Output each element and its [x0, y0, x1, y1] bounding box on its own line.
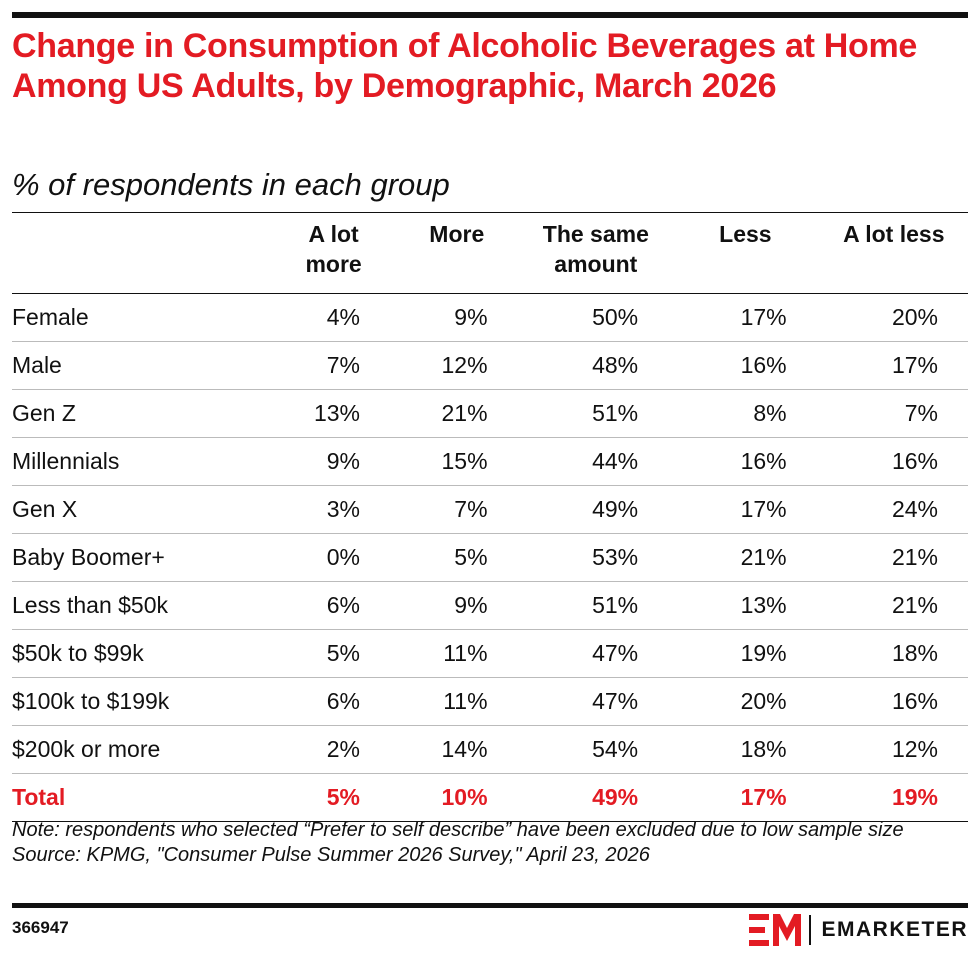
table-cell-value: 12%	[393, 341, 521, 390]
table-row: Gen X 3% 7% 49% 17% 24%	[12, 485, 968, 534]
table-cell-value: 2%	[274, 725, 393, 774]
table-cell-value: 21%	[671, 533, 820, 582]
table-cell-value: 5%	[393, 533, 521, 582]
table-cell-value: 5%	[274, 629, 393, 678]
row-label: Baby Boomer+	[12, 533, 275, 582]
table-cell-value: 6%	[274, 677, 393, 726]
brand-separator	[809, 915, 812, 945]
table-row: Male 7% 12% 48% 16% 17%	[12, 341, 968, 390]
table-cell-value: 7%	[819, 389, 968, 438]
table-cell-value: 12%	[819, 725, 968, 774]
column-header-the-same-amount: The same amount	[520, 212, 672, 294]
data-table-container: A lot more More The same amount Less A l…	[12, 212, 968, 822]
table-cell-value: 8%	[671, 389, 820, 438]
row-label: $100k to $199k	[12, 677, 275, 726]
chart-title: Change in Consumption of Alcoholic Bever…	[12, 27, 918, 105]
top-rule	[12, 12, 968, 18]
table-cell-value: 19%	[819, 773, 968, 822]
column-header-less: Less	[671, 212, 820, 294]
table-cell-value: 16%	[819, 677, 968, 726]
table-row: $50k to $99k 5% 11% 47% 19% 18%	[12, 629, 968, 678]
table-cell-value: 17%	[671, 293, 820, 342]
footnotes: Note: respondents who selected “Prefer t…	[12, 818, 962, 868]
row-label: Male	[12, 341, 275, 390]
table-cell-value: 16%	[671, 437, 820, 486]
table-cell-value: 48%	[520, 341, 672, 390]
table-cell-value: 13%	[671, 581, 820, 630]
row-label: Gen X	[12, 485, 275, 534]
table-cell-value: 16%	[819, 437, 968, 486]
table-cell-value: 19%	[671, 629, 820, 678]
source-text: Source: KPMG, "Consumer Pulse Summer 202…	[12, 844, 650, 866]
table-cell-value: 49%	[520, 773, 672, 822]
table-cell-value: 9%	[393, 581, 521, 630]
table-cell-value: 47%	[520, 629, 672, 678]
table-cell-value: 3%	[274, 485, 393, 534]
table-cell-value: 17%	[671, 485, 820, 534]
table-cell-value: 18%	[671, 725, 820, 774]
row-label: $200k or more	[12, 725, 275, 774]
table-cell-value: 21%	[819, 581, 968, 630]
table-cell-value: 17%	[671, 773, 820, 822]
table-cell-value: 21%	[393, 389, 521, 438]
note-text: Note: respondents who selected “Prefer t…	[12, 819, 904, 841]
table-cell-value: 44%	[520, 437, 672, 486]
table-row: Gen Z 13% 21% 51% 8% 7%	[12, 389, 968, 438]
table-cell-value: 21%	[819, 533, 968, 582]
table-cell-value: 7%	[274, 341, 393, 390]
table-cell-value: 16%	[671, 341, 820, 390]
row-label: Less than $50k	[12, 581, 275, 630]
table-cell-value: 54%	[520, 725, 672, 774]
row-label: $50k to $99k	[12, 629, 275, 678]
table-cell-value: 9%	[274, 437, 393, 486]
table-row: $100k to $199k 6% 11% 47% 20% 16%	[12, 677, 968, 726]
table-cell-value: 10%	[393, 773, 521, 822]
table-cell-value: 14%	[393, 725, 521, 774]
table-cell-value: 5%	[274, 773, 393, 822]
table-row: Female 4% 9% 50% 17% 20%	[12, 293, 968, 342]
row-label: Total	[12, 773, 275, 822]
table-row: Less than $50k 6% 9% 51% 13% 21%	[12, 581, 968, 630]
table-cell-value: 11%	[393, 629, 521, 678]
table-row: $200k or more 2% 14% 54% 18% 12%	[12, 725, 968, 774]
table-row: Millennials 9% 15% 44% 16% 16%	[12, 437, 968, 486]
table-cell-value: 6%	[274, 581, 393, 630]
emarketer-logo-icon	[749, 914, 802, 946]
row-label: Millennials	[12, 437, 275, 486]
table-cell-value: 49%	[520, 485, 672, 534]
total-row: Total 5% 10% 49% 17% 19%	[12, 773, 968, 822]
table-cell-value: 15%	[393, 437, 521, 486]
chart-id: 366947	[12, 918, 69, 937]
column-header-a-lot-more: A lot more	[274, 212, 393, 294]
table-cell-value: 53%	[520, 533, 672, 582]
table-cell-value: 20%	[819, 293, 968, 342]
table-header-row: A lot more More The same amount Less A l…	[12, 212, 968, 294]
column-header-more: More	[393, 212, 521, 294]
table-cell-value: 0%	[274, 533, 393, 582]
table-cell-value: 24%	[819, 485, 968, 534]
row-label: Female	[12, 293, 275, 342]
column-header-a-lot-less: A lot less	[819, 212, 968, 294]
table-cell-value: 18%	[819, 629, 968, 678]
row-label: Gen Z	[12, 389, 275, 438]
brand-name: EMARKETER	[821, 918, 968, 941]
column-header-label	[12, 212, 275, 294]
table-row: Baby Boomer+ 0% 5% 53% 21% 21%	[12, 533, 968, 582]
table-cell-value: 50%	[520, 293, 672, 342]
table-cell-value: 51%	[520, 581, 672, 630]
table-cell-value: 11%	[393, 677, 521, 726]
table-cell-value: 4%	[274, 293, 393, 342]
table-cell-value: 7%	[393, 485, 521, 534]
table-cell-value: 20%	[671, 677, 820, 726]
brand-lockup: EMARKETER	[749, 914, 968, 946]
table-cell-value: 17%	[819, 341, 968, 390]
table-cell-value: 51%	[520, 389, 672, 438]
table-cell-value: 47%	[520, 677, 672, 726]
table-cell-value: 9%	[393, 293, 521, 342]
table-cell-value: 13%	[274, 389, 393, 438]
chart-subtitle: % of respondents in each group	[12, 167, 450, 202]
data-table: A lot more More The same amount Less A l…	[12, 212, 968, 822]
bottom-rule	[12, 903, 968, 908]
